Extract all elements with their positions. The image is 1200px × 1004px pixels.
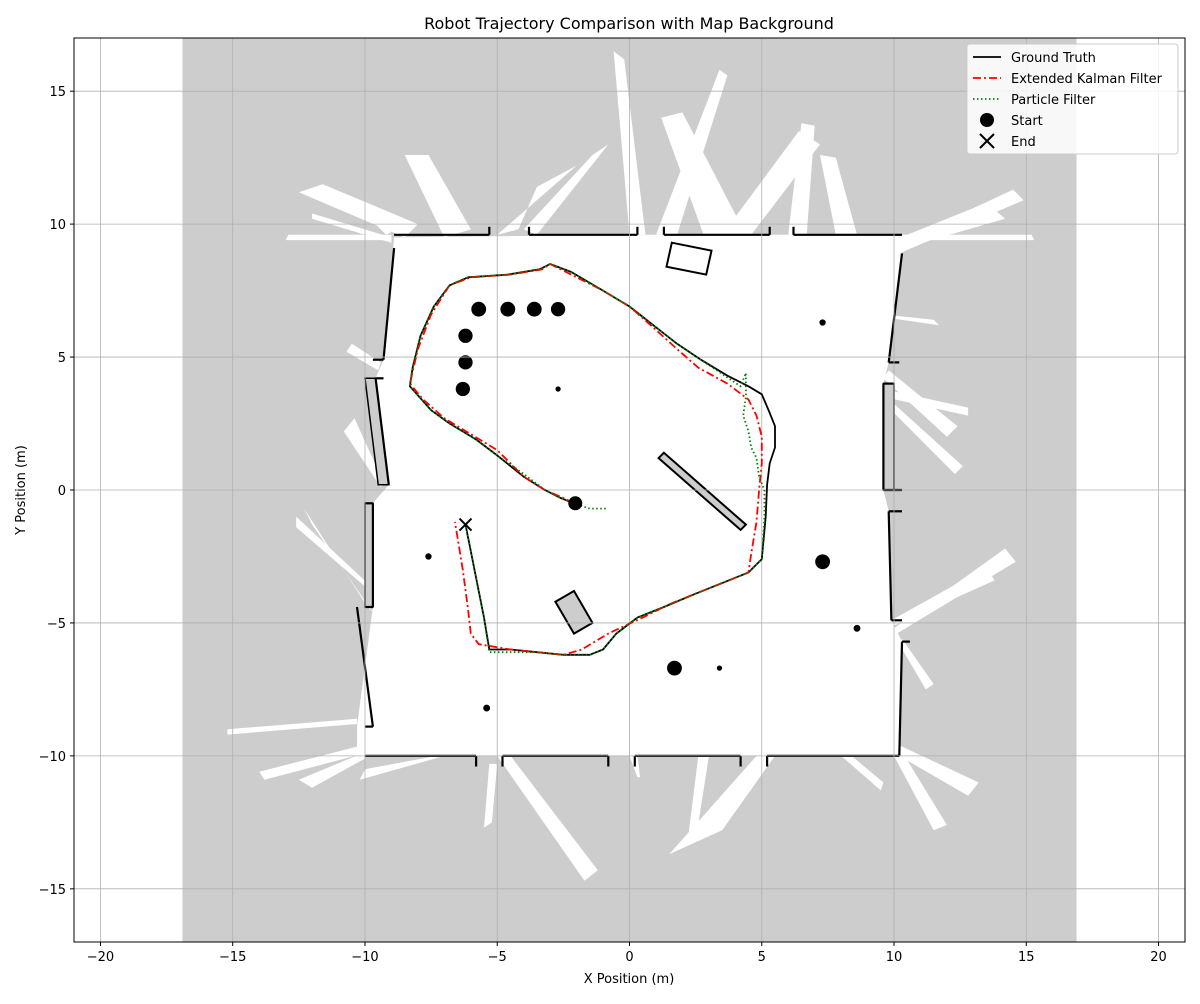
x-tick-label: 5 [758,950,766,965]
y-tick-label: −10 [39,750,66,765]
map-scan-ray-30 [298,753,365,788]
map-round-obstacle-9 [555,386,561,392]
map-scan-ray-28 [359,755,445,780]
map-round-obstacle-3 [550,302,566,317]
x-tick-label: 20 [1150,950,1167,965]
map-wall-18 [898,641,904,756]
map-round-obstacle-10 [819,319,826,326]
map-scan-ray-8 [788,123,815,235]
map-wall-panel-1 [882,382,895,491]
map-round-obstacle-8 [667,660,682,676]
map-scan-ray-16 [883,389,969,416]
map-scan-ray-26 [497,755,598,881]
x-tick-label: −5 [488,950,507,965]
map-scan-ray-18 [894,548,1016,634]
map-scan-ray-15 [883,394,963,474]
legend-label: Start [1011,114,1043,129]
map-scan-ray-13 [883,314,939,326]
legend-box [966,43,1179,155]
map-box-obstacle-2 [665,241,713,276]
map-round-obstacle-12 [853,624,861,632]
map-scan-ray-3 [523,144,609,235]
legend-label: Extended Kalman Filter [1011,72,1163,87]
map-scan-ray-25 [629,755,641,778]
map-wall-15 [887,511,893,621]
x-tick-label: −20 [87,950,114,965]
map-scan-ray-6 [661,112,746,235]
map-scan-ray-33 [296,516,371,591]
legend-label: Particle Filter [1011,93,1096,108]
map-round-obstacle-13 [716,665,723,671]
map-round-obstacle-6 [455,381,470,397]
x-tick-label: −15 [219,950,246,965]
map-scan-ray-20 [899,745,979,796]
map-round-obstacle-1 [500,301,516,317]
map-scan-ray-12 [902,234,1035,241]
legend-label: Ground Truth [1011,51,1096,66]
x-tick-label: 15 [1018,950,1035,965]
map-scan-ray-1 [404,155,471,238]
map-round-obstacle-7 [815,554,831,570]
y-tick-label: 5 [58,351,66,366]
map-scan-ray-7 [722,131,820,235]
marker-start [568,496,583,511]
map-scan-ray-34 [343,418,384,488]
legend-swatch-start [980,113,994,127]
y-tick-label: 15 [49,85,66,100]
map-scan-ray-9 [820,155,857,235]
map-scan-ray-24 [687,755,709,841]
y-tick-label: −15 [39,883,66,898]
map-wall-panel-2 [364,502,374,608]
map-round-obstacle-14 [483,704,491,712]
map-scan-ray-29 [259,745,365,780]
map-scan-ray-19 [899,638,934,690]
map-scan-ray-22 [841,755,884,791]
map-round-obstacle-0 [471,301,487,317]
x-tick-label: 10 [886,950,903,965]
map-scan-ray-37 [312,213,392,243]
series-line-extended-kalman-filter [408,263,763,656]
x-axis-label: X Position (m) [584,972,675,987]
x-tick-label: −10 [351,950,378,965]
legend-label: End [1011,135,1036,150]
legend-swatch-end [979,133,995,149]
map-wall-10 [887,253,904,363]
map-round-obstacle-11 [425,553,432,560]
map-round-obstacle-5 [458,355,473,370]
marker-end [458,517,473,532]
trajectory-series [408,263,776,656]
map-box-obstacle-0 [657,451,748,532]
map-wall-35 [374,378,390,485]
chart-title: Robot Trajectory Comparison with Map Bac… [424,14,834,33]
y-tick-label: 10 [49,218,66,233]
map-scan-ray-2 [497,165,577,235]
x-axis-ticks: −20 −15 −10 −5 0 5 10 15 20 [87,942,1167,965]
map-scan-ray-21 [894,755,947,831]
legend: Ground Truth Extended Kalman Filter Partic… [966,43,1179,155]
x-tick-label: 0 [625,950,633,965]
y-tick-label: −5 [47,617,66,632]
y-tick-label: 0 [58,484,66,499]
map-scan-ray-27 [484,763,498,828]
map-round-obstacle-4 [458,328,473,343]
series-line-particle-filter [408,263,766,656]
map-round-obstacle-2 [526,301,542,317]
y-axis-label: Y Position (m) [14,445,29,536]
trajectory-markers [458,496,583,532]
map-wall-37 [382,247,396,360]
y-axis-ticks: −15 −10 −5 0 5 10 15 [39,85,74,898]
map-scan-ray-31 [227,718,357,735]
